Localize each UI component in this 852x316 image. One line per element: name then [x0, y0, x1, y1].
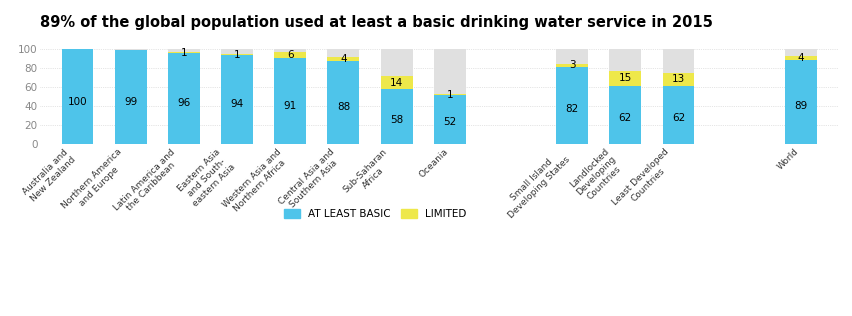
Text: 62: 62 — [618, 113, 631, 123]
Text: 94: 94 — [230, 99, 244, 109]
Bar — [168, 53, 199, 144]
Text: 58: 58 — [389, 115, 403, 125]
Bar — [221, 54, 253, 55]
Text: 89: 89 — [793, 101, 807, 111]
Text: 4: 4 — [340, 54, 346, 64]
Bar — [61, 50, 94, 144]
Bar — [168, 52, 199, 53]
Bar — [274, 50, 306, 144]
Bar — [168, 50, 199, 144]
Text: 1: 1 — [446, 89, 452, 100]
Bar — [434, 94, 465, 95]
Text: 1: 1 — [181, 48, 187, 58]
Bar — [380, 89, 412, 144]
Bar — [784, 60, 815, 144]
Bar — [380, 50, 412, 144]
Text: 91: 91 — [283, 100, 296, 111]
Bar — [662, 86, 694, 144]
Bar — [556, 64, 587, 67]
Bar — [61, 50, 94, 144]
Bar — [327, 57, 359, 61]
Bar — [662, 73, 694, 86]
Text: 96: 96 — [177, 98, 190, 108]
Text: 14: 14 — [389, 78, 403, 88]
Bar — [434, 50, 465, 144]
Bar — [784, 56, 815, 60]
Bar — [608, 50, 641, 144]
Bar — [380, 76, 412, 89]
Bar — [662, 50, 694, 144]
Text: 82: 82 — [565, 104, 578, 114]
Bar — [115, 51, 147, 144]
Bar — [784, 50, 815, 144]
Bar — [327, 50, 359, 144]
Text: 100: 100 — [67, 97, 87, 107]
Text: 3: 3 — [568, 60, 575, 70]
Bar — [556, 67, 587, 144]
Text: 1: 1 — [233, 50, 240, 60]
Text: 6: 6 — [286, 50, 293, 60]
Text: 52: 52 — [443, 117, 456, 127]
Bar — [221, 55, 253, 144]
Legend: AT LEAST BASIC, LIMITED: AT LEAST BASIC, LIMITED — [279, 205, 470, 223]
Text: 15: 15 — [618, 73, 631, 83]
Bar — [327, 61, 359, 144]
Text: 99: 99 — [124, 97, 137, 107]
Bar — [274, 52, 306, 58]
Bar — [115, 50, 147, 144]
Bar — [608, 86, 641, 144]
Bar — [608, 71, 641, 86]
Bar — [556, 50, 587, 144]
Text: 89% of the global population used at least a basic drinking water service in 201: 89% of the global population used at lea… — [40, 15, 712, 30]
Text: 13: 13 — [671, 74, 684, 84]
Text: 4: 4 — [797, 53, 803, 63]
Bar — [221, 50, 253, 144]
Text: 88: 88 — [337, 102, 349, 112]
Bar — [434, 95, 465, 144]
Bar — [274, 58, 306, 144]
Text: 62: 62 — [671, 113, 684, 123]
